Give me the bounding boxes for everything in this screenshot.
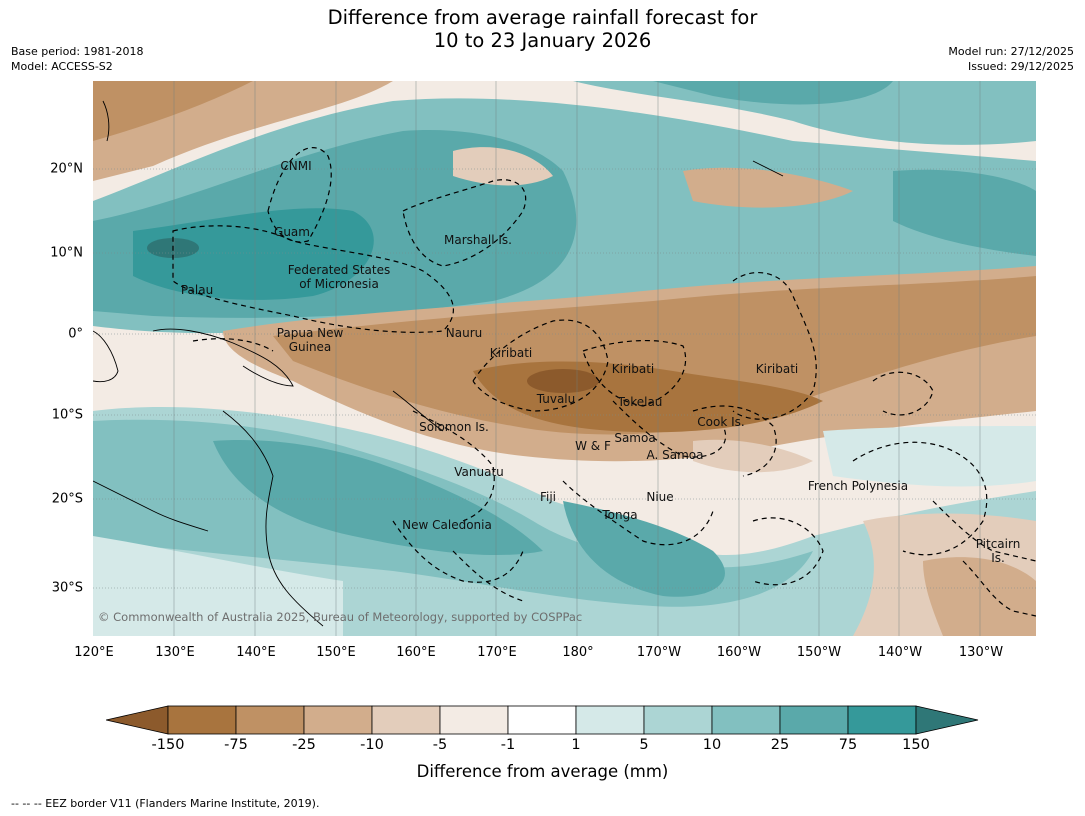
label-kiribati-central: Kiribati xyxy=(611,362,655,376)
colorbar-segment xyxy=(575,705,645,735)
lon-label: 170°W xyxy=(636,645,682,660)
colorbar-tick-label: -1 xyxy=(500,737,516,753)
label-cnmi: CNMI xyxy=(280,159,312,173)
label-cook: Cook Is. xyxy=(697,415,745,429)
colorbar-segment xyxy=(847,705,917,735)
label-tonga: Tonga xyxy=(602,508,638,522)
colorbar-segment xyxy=(507,705,577,735)
lon-label: 160°E xyxy=(396,645,436,660)
colorbar-tick-label: 1 xyxy=(571,737,581,753)
colorbar-extend-high xyxy=(915,705,979,735)
meta-left: Base period: 1981-2018 Model: ACCESS-S2 xyxy=(11,44,143,74)
label-png: Papua New Guinea xyxy=(277,326,344,354)
colorbar-segment xyxy=(643,705,713,735)
chart-title: Difference from average rainfall forecas… xyxy=(0,6,1085,52)
lon-label: 130°W xyxy=(958,645,1004,660)
label-solomon: Solomon Is. xyxy=(419,420,489,434)
label-tokelau: Tokelau xyxy=(617,395,663,409)
lat-label: 0° xyxy=(68,326,83,342)
label-pitcairn-line1: Pitcairn xyxy=(975,537,1021,551)
lon-label: 130°E xyxy=(155,645,195,660)
colorbar xyxy=(106,705,979,735)
colorbar-segment xyxy=(439,705,509,735)
lon-label: 150°E xyxy=(316,645,356,660)
label-niue: Niue xyxy=(646,490,674,504)
label-kiribati-west: Kiribati xyxy=(489,346,533,360)
label-wf: W & F xyxy=(575,439,611,453)
lon-label: 180° xyxy=(562,645,594,660)
colorbar-tick-label: -5 xyxy=(432,737,448,753)
colorbar-tick-label: 25 xyxy=(770,737,790,753)
eez-footnote: -- -- -- EEZ border V11 (Flanders Marine… xyxy=(11,797,320,810)
label-samoa: Samoa xyxy=(614,431,656,445)
colorbar-extend-low xyxy=(106,705,169,735)
label-tuvalu: Tuvalu xyxy=(536,392,576,406)
lon-label: 120°E xyxy=(74,645,114,660)
colorbar-tick-label: 150 xyxy=(902,737,930,753)
copyright-note: © Commonwealth of Australia 2025, Bureau… xyxy=(98,610,583,624)
model-name: Model: ACCESS-S2 xyxy=(11,60,113,73)
label-vanuatu: Vanuatu xyxy=(454,465,504,479)
label-fsm-line2: of Micronesia xyxy=(299,277,379,291)
lon-label: 160°W xyxy=(716,645,762,660)
label-png-line1: Papua New xyxy=(276,326,344,340)
colorbar-tick-label: -25 xyxy=(292,737,316,753)
lon-label: 150°W xyxy=(796,645,842,660)
label-new-caledonia: New Caledonia xyxy=(402,518,492,532)
colorbar-segment xyxy=(167,705,237,735)
colorbar-label: Difference from average (mm) xyxy=(416,762,669,781)
base-period: Base period: 1981-2018 xyxy=(11,45,144,58)
label-pitcairn: Pitcairn Is. xyxy=(976,537,1021,565)
model-run: Model run: 27/12/2025 xyxy=(948,45,1074,58)
label-png-line2: Guinea xyxy=(288,340,332,354)
issued-date: Issued: 29/12/2025 xyxy=(967,60,1074,73)
colorbar-segment xyxy=(779,705,849,735)
label-pitcairn-line2: Is. xyxy=(991,551,1005,565)
colorbar-tick-label: 5 xyxy=(639,737,649,753)
lat-label: 20°N xyxy=(50,161,83,177)
meta-right: Model run: 27/12/2025 Issued: 29/12/2025 xyxy=(948,44,1074,74)
colorbar-tick-label: 10 xyxy=(702,737,722,753)
label-guam: Guam xyxy=(274,225,310,239)
label-marshall: Marshall Is. xyxy=(444,233,512,247)
title-line-2: 10 to 23 January 2026 xyxy=(433,29,652,52)
colorbar-segment xyxy=(303,705,373,735)
label-fiji: Fiji xyxy=(539,490,557,504)
label-fsm: Federated States of Micronesia xyxy=(288,263,390,291)
map-canvas xyxy=(93,81,1036,636)
label-palau: Palau xyxy=(180,283,214,297)
lat-label: 20°S xyxy=(51,491,83,507)
lat-label: 30°S xyxy=(51,580,83,596)
lat-label: 10°N xyxy=(50,245,83,261)
lon-label: 140°E xyxy=(236,645,276,660)
colorbar-tick-label: -75 xyxy=(224,737,248,753)
colorbar-tick-label: -150 xyxy=(151,737,185,753)
label-kiribati-east: Kiribati xyxy=(755,362,799,376)
rainfall-map[interactable]: CNMI Guam Marshall Is. Federated States … xyxy=(93,81,1036,636)
lon-label: 170°E xyxy=(477,645,517,660)
label-nauru: Nauru xyxy=(445,326,483,340)
lon-label: 140°W xyxy=(877,645,923,660)
label-asamoa: A. Samoa xyxy=(646,448,704,462)
title-line-1: Difference from average rainfall forecas… xyxy=(327,6,758,29)
colorbar-segment xyxy=(711,705,781,735)
colorbar-tick-label: -10 xyxy=(360,737,384,753)
colorbar-segment xyxy=(371,705,441,735)
colorbar-segment xyxy=(235,705,305,735)
label-fsm-line1: Federated States xyxy=(287,263,391,277)
lat-label: 10°S xyxy=(51,407,83,423)
colorbar-tick-label: 75 xyxy=(838,737,858,753)
label-french-polynesia: French Polynesia xyxy=(807,479,909,493)
